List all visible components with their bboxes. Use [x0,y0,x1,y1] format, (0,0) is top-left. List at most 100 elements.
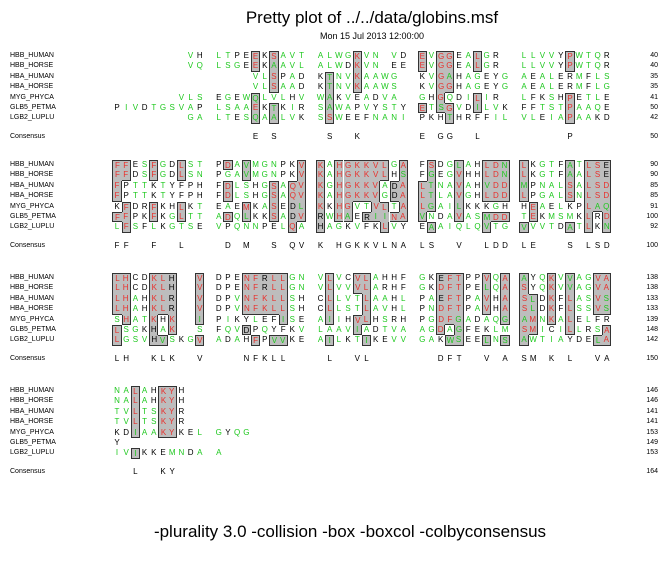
residue: A [234,103,240,112]
residue: C [132,283,139,293]
residue: G [289,283,296,293]
residue: L [336,335,342,345]
residue: V [195,335,205,346]
residue: H [382,273,388,282]
residue: V [391,335,397,345]
residue: K [158,386,168,397]
residue: A [280,51,286,60]
residue: V [354,222,360,232]
residue: Y [169,191,175,201]
consensus-residue: F [253,354,258,364]
residue: E [216,92,222,102]
residue: D [491,180,501,192]
residue: L [482,191,492,202]
residue: L [417,191,427,202]
residue: E [417,103,427,114]
residue: F [149,160,159,171]
residue: E [345,113,351,123]
residue: I [325,314,335,325]
residue: F [149,201,159,212]
residue: W [335,113,343,123]
residue: V [593,273,603,284]
residue: V [345,92,351,102]
sequence-name: GLB5_PETMA [10,439,56,446]
residue: V [123,448,129,458]
consensus-residue: F [123,241,129,251]
consensus-label: Consensus [10,355,46,363]
sequence-end-position: 138 [646,284,658,292]
residue: H [150,396,157,406]
residue: I [559,325,562,334]
residue: V [345,71,351,81]
residue: K [252,212,259,221]
consensus-residue: H [123,354,130,364]
residue: A [465,212,471,221]
consensus-residue: T [456,354,462,364]
residue: D [437,212,444,221]
residue: F [400,273,406,282]
residue: F [250,283,261,294]
residue: T [382,325,388,334]
residue: P [252,325,259,334]
residue: L [278,293,288,305]
residue: S [548,92,555,102]
residue: E [280,201,286,211]
residue: L [114,222,120,232]
sequence-end-position: 142 [646,336,658,344]
residue: D [603,113,610,123]
residue: S [519,283,529,294]
sequence-end-position: 91 [650,202,658,210]
residue: A [216,212,222,221]
consensus-residue: L [420,241,425,251]
residue: K [361,160,372,171]
sequence-end-position: 100 [646,213,658,220]
residue: H [521,201,527,211]
residue: V [428,82,435,92]
residue: P [280,170,286,180]
residue: L [327,61,332,71]
residue: K [151,191,157,201]
residue: F [121,222,131,233]
residue: V [558,273,564,282]
residue: E [558,82,564,92]
residue: G [539,191,546,201]
residue: T [142,180,148,190]
residue: T [197,160,203,169]
residue: A [500,304,510,315]
residue: G [132,325,139,334]
residue: A [336,325,342,334]
residue: T [454,273,464,284]
residue: F [445,273,455,284]
residue: L [151,222,156,232]
residue: L [565,314,575,325]
residue: E [602,170,612,181]
residue: G [436,51,446,62]
residue: I [448,201,451,211]
residue: Q [261,325,268,334]
residue: E [436,273,446,284]
residue: V [382,304,388,314]
residue: P [225,222,231,232]
residue: H [121,314,131,325]
residue: T [132,180,138,190]
residue: L [593,335,603,346]
residue: L [583,160,593,171]
residue: Y [167,406,177,418]
residue: T [142,417,148,427]
residue: V [417,212,427,223]
residue: K [289,170,296,180]
residue: K [289,325,296,334]
residue: K [114,201,120,211]
residue: A [398,191,408,202]
residue: A [327,325,333,334]
residue: I [115,448,119,458]
residue: S [269,201,279,212]
residue: A [327,222,333,232]
residue: A [280,61,286,71]
residue: V [317,273,324,282]
residue: E [250,61,261,72]
residue: L [112,335,122,346]
residue: V [195,283,205,294]
residue: L [472,61,483,72]
consensus-residue: K [548,354,555,364]
